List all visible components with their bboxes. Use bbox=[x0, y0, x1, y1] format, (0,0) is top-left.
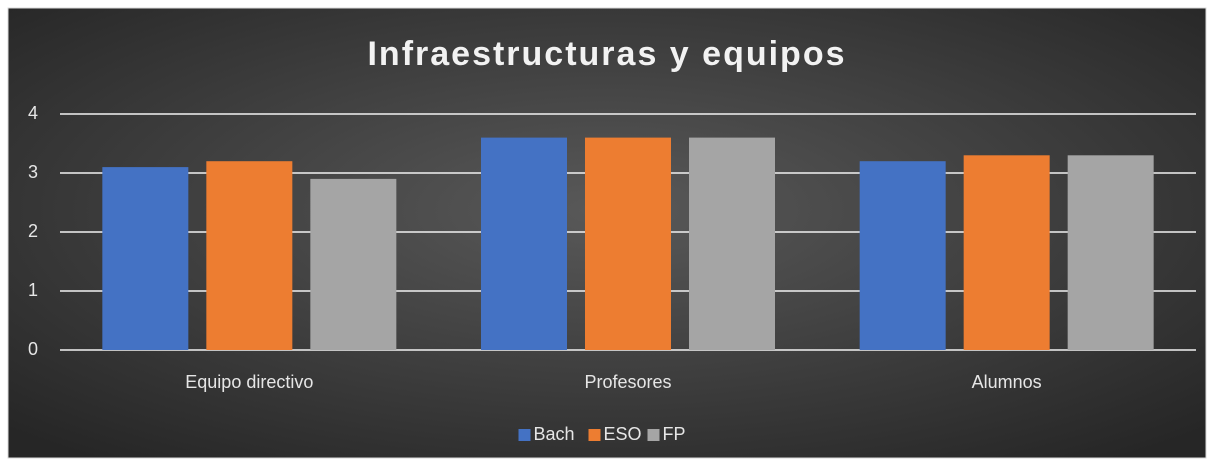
bar bbox=[481, 137, 567, 350]
legend-swatch bbox=[647, 429, 660, 441]
bar bbox=[1067, 155, 1154, 350]
y-tick-label: 3 bbox=[28, 162, 38, 182]
bar bbox=[585, 137, 671, 350]
legend-label: Bach bbox=[534, 424, 575, 444]
x-tick-label: Equipo directivo bbox=[185, 372, 313, 392]
y-tick-label: 1 bbox=[28, 280, 38, 300]
bar bbox=[206, 161, 293, 350]
bar bbox=[859, 161, 946, 350]
legend-label: FP bbox=[663, 424, 686, 444]
chart-title: Infraestructuras y equipos bbox=[367, 35, 846, 73]
legend-label: ESO bbox=[604, 424, 642, 444]
x-tick-label: Alumnos bbox=[972, 372, 1042, 392]
bar bbox=[963, 155, 1050, 350]
y-tick-label: 2 bbox=[28, 221, 38, 241]
y-tick-label: 4 bbox=[28, 103, 38, 123]
legend-swatch bbox=[518, 429, 531, 441]
legend-swatch bbox=[588, 429, 601, 441]
bar bbox=[689, 137, 775, 350]
bar bbox=[310, 178, 397, 350]
x-tick-label: Profesores bbox=[584, 372, 671, 392]
bar bbox=[102, 167, 189, 350]
y-tick-label: 0 bbox=[28, 339, 38, 359]
